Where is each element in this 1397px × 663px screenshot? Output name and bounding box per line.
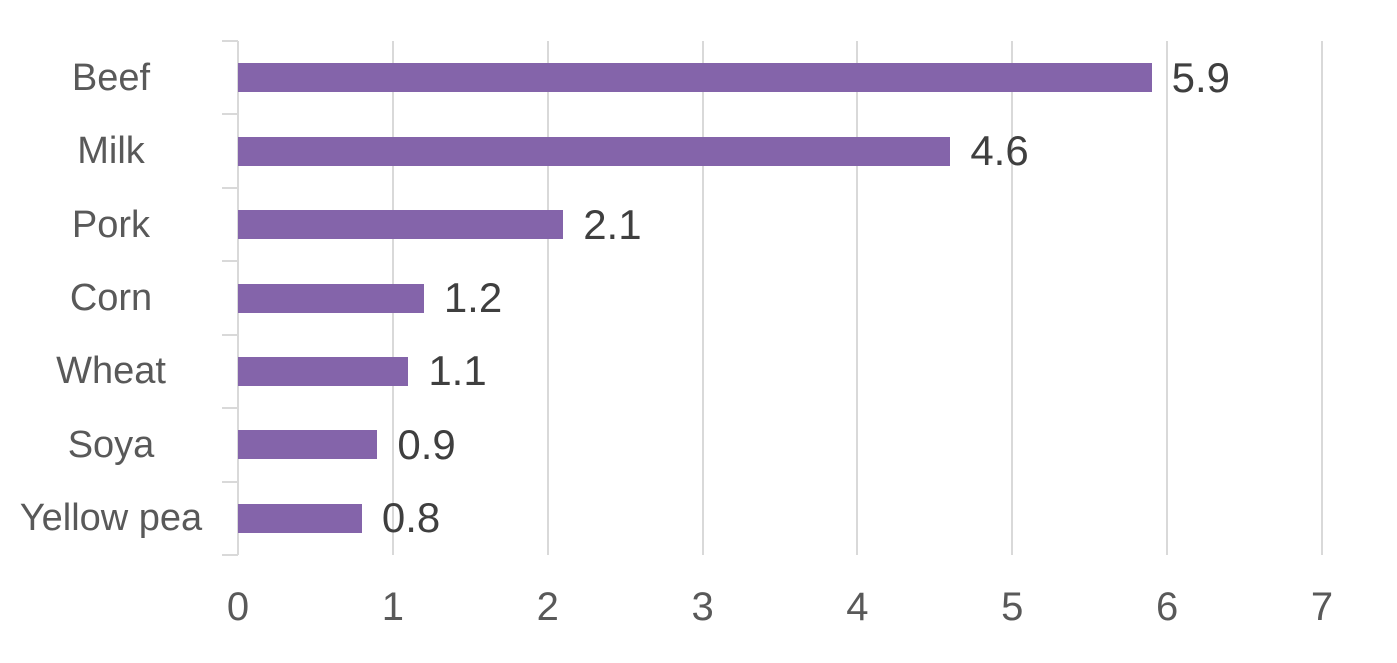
gridline: [1166, 41, 1169, 555]
gridline: [701, 41, 704, 555]
data-label: 1.2: [443, 273, 503, 321]
category-label: Wheat: [56, 350, 166, 393]
gridline: [1011, 41, 1014, 555]
category-label: Yellow pea: [19, 497, 203, 540]
data-label: 0.9: [397, 420, 456, 468]
axis-tick-mark: [222, 260, 238, 263]
x-axis-tick-label: 0: [226, 585, 250, 629]
x-axis-tick-label: 4: [846, 585, 869, 629]
category-label: Milk: [77, 130, 145, 173]
data-label: 0.8: [381, 494, 441, 542]
gridline: [1321, 41, 1323, 555]
bar-beef: [238, 63, 1152, 93]
bar-soya: [238, 430, 378, 460]
x-axis-tick-label: 5: [1001, 585, 1024, 629]
bar-wheat: [238, 356, 409, 386]
x-axis-tick-label: 2: [536, 585, 559, 629]
axis-tick-mark: [222, 333, 238, 336]
axis-tick-mark: [222, 113, 238, 116]
x-axis-tick-label: 3: [691, 585, 714, 629]
category-label: Soya: [67, 423, 155, 466]
axis-tick-mark: [222, 407, 238, 410]
category-label: Beef: [71, 56, 151, 99]
category-label: Pork: [71, 203, 151, 246]
bar-corn: [238, 283, 424, 313]
axis-tick-mark: [222, 186, 238, 189]
bar-milk: [238, 136, 951, 166]
axis-tick-mark: [222, 480, 238, 483]
gridline: [546, 41, 549, 555]
data-label: 4.6: [970, 127, 1029, 175]
axis-tick-mark: [222, 554, 238, 556]
category-label: Corn: [69, 276, 153, 319]
axis-tick-mark: [222, 40, 238, 42]
data-label: 2.1: [583, 200, 642, 248]
data-label: 5.9: [1171, 53, 1231, 101]
bar-pork: [238, 210, 564, 240]
data-label: 1.1: [428, 347, 487, 395]
bar-yellow-pea: [238, 503, 362, 533]
x-axis-tick-label: 1: [381, 585, 404, 629]
gridline: [856, 41, 859, 555]
x-axis-tick-label: 6: [1156, 585, 1179, 629]
x-axis-tick-label: 7: [1310, 585, 1334, 629]
